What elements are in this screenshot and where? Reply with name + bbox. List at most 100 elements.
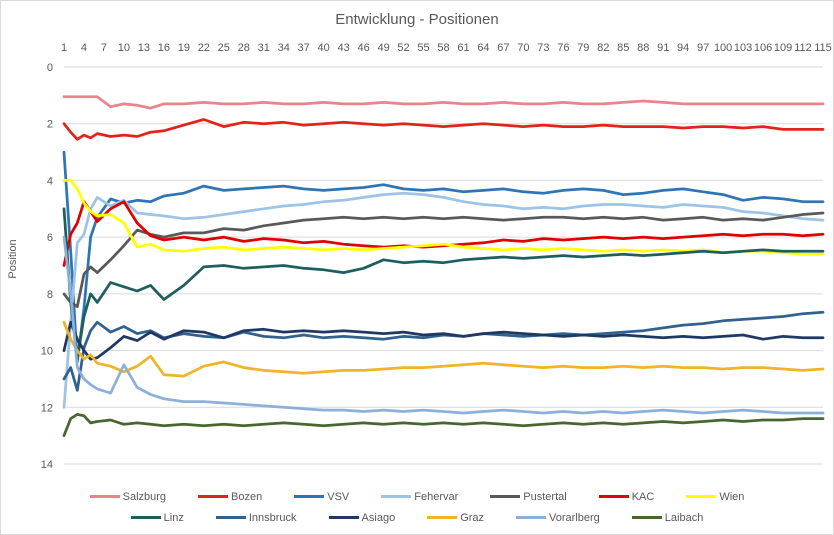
legend-label: Wien	[719, 490, 745, 503]
legend-swatch	[294, 495, 325, 498]
x-tick-label: 37	[298, 42, 310, 54]
legend-item-vsv: VSV	[294, 491, 349, 503]
legend-label: Salzburg	[122, 490, 167, 503]
y-tick-label: 4	[47, 175, 53, 187]
legend-label: Graz	[460, 511, 485, 524]
x-tick-label: 31	[258, 42, 270, 54]
x-tick-label: 94	[677, 42, 689, 54]
legend-item-pustertal: Pustertal	[490, 490, 567, 503]
x-tick-label: 34	[278, 42, 290, 54]
x-tick-label: 70	[517, 42, 529, 54]
x-tick-label: 79	[577, 42, 589, 54]
legend-label: KAC	[631, 490, 655, 503]
x-tick-label: 58	[437, 42, 449, 54]
legend-item-bozen: Bozen	[198, 491, 262, 503]
legend-swatch	[516, 516, 547, 519]
series-line-fehervar	[62, 191, 825, 409]
series-line-laibach	[62, 413, 825, 437]
y-tick-label: 12	[41, 402, 53, 414]
legend-label: Vorarlberg	[549, 511, 600, 524]
x-tick-label: 16	[158, 42, 170, 54]
x-tick-label: 97	[697, 42, 709, 54]
x-tick-label: 61	[457, 42, 469, 54]
legend-label: Fehervar	[414, 490, 459, 503]
series-line-salzburg	[62, 95, 825, 110]
legend-item-vorarlberg: Vorarlberg	[516, 512, 600, 524]
y-tick-label: 0	[47, 62, 53, 74]
x-tick-label: 28	[238, 42, 250, 54]
x-tick-label: 43	[338, 42, 350, 54]
legend-row-1: Salzburg Bozen VSV Fehervar Pustertal KAC Wien	[1, 486, 833, 507]
legend-label: Laibach	[664, 511, 704, 524]
legend-label: Linz	[163, 511, 184, 524]
legend-swatch	[130, 516, 161, 519]
x-tick-label: 112	[794, 42, 812, 54]
legend-label: Bozen	[231, 490, 263, 503]
legend-swatch	[89, 495, 120, 498]
legend-swatch	[490, 495, 521, 498]
x-tick-label: 55	[417, 42, 429, 54]
x-tick-label: 106	[754, 42, 772, 54]
series-line-vorarlberg	[62, 235, 825, 415]
legend-item-innsbruck: Innsbruck	[215, 512, 297, 524]
series-line-wien	[62, 179, 825, 256]
x-tick-label: 76	[557, 42, 569, 54]
series-line-bozen	[62, 118, 825, 141]
legend-item-linz: Linz	[130, 511, 184, 524]
series-line-linz	[62, 207, 825, 361]
x-tick-label: 91	[657, 42, 669, 54]
x-tick-label: 100	[714, 42, 732, 54]
x-tick-label: 85	[617, 42, 629, 54]
legend-item-asiago: Asiago	[328, 511, 396, 524]
legend: Salzburg Bozen VSV Fehervar Pustertal KAC Wien…	[1, 486, 833, 528]
x-tick-label: 19	[178, 42, 190, 54]
y-tick-label: 10	[41, 346, 53, 358]
legend-swatch	[631, 516, 662, 519]
legend-item-laibach: Laibach	[631, 511, 704, 524]
x-tick-label: 46	[357, 42, 369, 54]
legend-swatch	[381, 495, 412, 498]
x-tick-label: 67	[497, 42, 509, 54]
x-tick-label: 7	[101, 42, 107, 54]
x-tick-label: 64	[477, 42, 489, 54]
legend-label: Pustertal	[523, 490, 567, 503]
legend-label: VSV	[327, 490, 350, 503]
legend-swatch	[215, 516, 246, 519]
x-tick-label: 4	[81, 42, 87, 54]
legend-item-wien: Wien	[686, 491, 744, 503]
x-tick-label: 115	[814, 42, 832, 54]
x-tick-label: 88	[637, 42, 649, 54]
x-tick-label: 13	[138, 42, 150, 54]
x-tick-label: 109	[774, 42, 792, 54]
y-tick-label: 8	[47, 289, 53, 301]
legend-item-kac: KAC	[598, 490, 655, 503]
legend-label: Asiago	[361, 511, 396, 524]
x-tick-label: 73	[537, 42, 549, 54]
legend-swatch	[598, 495, 629, 498]
x-tick-label: 49	[377, 42, 389, 54]
y-tick-label: 2	[47, 119, 53, 131]
x-tick-label: 1	[61, 42, 67, 54]
x-tick-label: 103	[734, 42, 752, 54]
y-axis-title: Position	[7, 239, 19, 279]
chart-title: Entwicklung - Positionen	[335, 11, 499, 28]
legend-row-2: Linz Innsbruck Asiago Graz Vorarlberg Laibach	[1, 507, 833, 528]
legend-swatch	[198, 495, 229, 498]
series-line-graz	[62, 320, 825, 378]
series-line-vsv	[62, 150, 825, 364]
legend-item-salzburg: Salzburg	[89, 490, 167, 503]
x-tick-label: 82	[597, 42, 609, 54]
series-line-kac	[62, 200, 825, 267]
x-tick-label: 22	[198, 42, 210, 54]
legend-item-fehervar: Fehervar	[381, 491, 458, 503]
series-line-innsbruck	[62, 310, 825, 392]
series-line-asiago	[62, 320, 825, 361]
legend-swatch	[686, 495, 717, 498]
x-tick-label: 40	[318, 42, 330, 54]
legend-item-graz: Graz	[427, 512, 484, 524]
series-line-pustertal	[62, 211, 825, 308]
x-tick-label: 10	[118, 42, 130, 54]
legend-swatch	[328, 516, 359, 519]
